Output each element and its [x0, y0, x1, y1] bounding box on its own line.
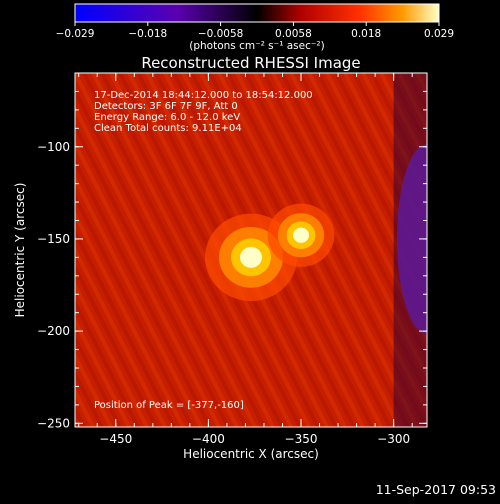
- clean-artifact-stripe: [462, 73, 500, 427]
- clean-artifact-stripe: [289, 73, 427, 345]
- chart-title: Reconstructed RHESSI Image: [141, 54, 360, 72]
- clean-artifact-stripe: [489, 73, 500, 427]
- clean-artifact-stripe: [424, 73, 427, 80]
- clean-artifact-stripe: [100, 73, 284, 427]
- clean-artifact-stripe: [75, 121, 230, 427]
- clean-artifact-stripe: [435, 73, 500, 427]
- clean-artifact-stripe: [75, 174, 203, 427]
- colorbar-tick-label: −0.018: [128, 28, 167, 40]
- clean-artifact-stripe: [75, 351, 113, 427]
- y-axis: −100 −150 −200 −250: [37, 72, 427, 430]
- clean-artifact-stripe: [298, 73, 427, 328]
- clean-artifact-stripe: [75, 298, 140, 427]
- plot-frame: [74, 72, 428, 428]
- y-tick-label: −100: [37, 140, 70, 154]
- colorbar: [75, 4, 439, 22]
- clean-artifact-stripe: [361, 73, 427, 204]
- clean-artifact-stripe: [444, 73, 500, 427]
- clean-artifact-stripe: [0, 73, 3, 427]
- x-axis: −450 −400 −350 −300: [78, 73, 413, 446]
- clean-artifact-stripe: [75, 192, 194, 427]
- y-tick-label: −200: [37, 324, 70, 338]
- clean-artifact-stripe: [75, 210, 185, 427]
- clean-artifact-stripe: [453, 73, 500, 427]
- colorbar-tick-label: −0.0058: [198, 28, 244, 40]
- clean-artifact-stripe: [75, 245, 167, 427]
- peak-source: [240, 246, 262, 268]
- x-tick-label: −400: [192, 432, 225, 446]
- clean-artifact-stripe: [75, 139, 221, 427]
- heatmap-image: [0, 73, 500, 427]
- clean-artifact-stripe: [0, 73, 12, 427]
- info-line-clean: Clean Total counts: 9.11E+04: [94, 123, 242, 134]
- peak-position-label: Position of Peak = [-377,-160]: [94, 400, 244, 411]
- x-axis-label: Heliocentric X (arcsec): [183, 447, 319, 461]
- colorbar-ticks: −0.029 −0.018 −0.0058 0.0058 0.018 0.029: [56, 22, 454, 40]
- x-tick-label: −300: [377, 432, 410, 446]
- colorbar-tick-label: 0.029: [424, 28, 454, 40]
- x-tick-label: −350: [285, 432, 318, 446]
- clean-artifact-stripe: [75, 334, 122, 427]
- colorbar-unit-label: (photons cm⁻² s⁻¹ asec⁻²): [189, 40, 324, 52]
- clean-artifact-stripe: [352, 73, 427, 221]
- clean-artifact-stripe: [415, 73, 427, 98]
- clean-artifact-stripe: [91, 73, 275, 427]
- clean-artifact-stripe: [75, 280, 149, 427]
- secondary-source: [293, 227, 309, 243]
- clean-artifact-stripe: [471, 73, 500, 427]
- clean-artifact-stripe: [109, 73, 293, 427]
- clean-artifact-stripe: [82, 73, 266, 427]
- colorbar-tick-label: 0.018: [351, 28, 381, 40]
- clean-artifact-stripe: [0, 73, 57, 427]
- clean-artifact-stripe: [75, 316, 131, 427]
- info-line-detectors: Detectors: 3F 6F 7F 9F, Att 0: [94, 101, 238, 112]
- y-axis-label: Heliocentric Y (arcsec): [13, 183, 27, 318]
- clean-artifact-stripe: [343, 73, 427, 239]
- clean-artifact-stripe: [0, 73, 66, 427]
- clean-artifact-stripe: [280, 73, 427, 363]
- colorbar-tick-label: 0.0058: [275, 28, 312, 40]
- limb-purple-region: [397, 143, 427, 334]
- clean-artifact-stripe: [75, 73, 257, 427]
- colorbar-tick-label: −0.029: [56, 28, 95, 40]
- info-line-time: 17-Dec-2014 18:44:12.000 to 18:54:12.000: [94, 90, 313, 101]
- x-tick-label: −450: [99, 432, 132, 446]
- y-tick-label: −250: [37, 416, 70, 430]
- timestamp: 11-Sep-2017 09:53: [376, 482, 496, 497]
- y-tick-label: −150: [37, 232, 70, 246]
- clean-artifact-stripe: [75, 227, 176, 427]
- clean-artifact-stripe: [75, 263, 158, 427]
- clean-artifact-stripe: [480, 73, 500, 427]
- observation-info: 17-Dec-2014 18:44:12.000 to 18:54:12.000…: [94, 90, 313, 134]
- clean-artifact-stripe: [75, 422, 77, 427]
- clean-artifact-stripe: [75, 103, 239, 427]
- clean-artifact-stripe: [75, 157, 212, 427]
- info-line-energy: Energy Range: 6.0 - 12.0 keV: [94, 112, 240, 123]
- colorbar-frame: [74, 3, 440, 23]
- clean-artifact-stripe: [75, 86, 248, 427]
